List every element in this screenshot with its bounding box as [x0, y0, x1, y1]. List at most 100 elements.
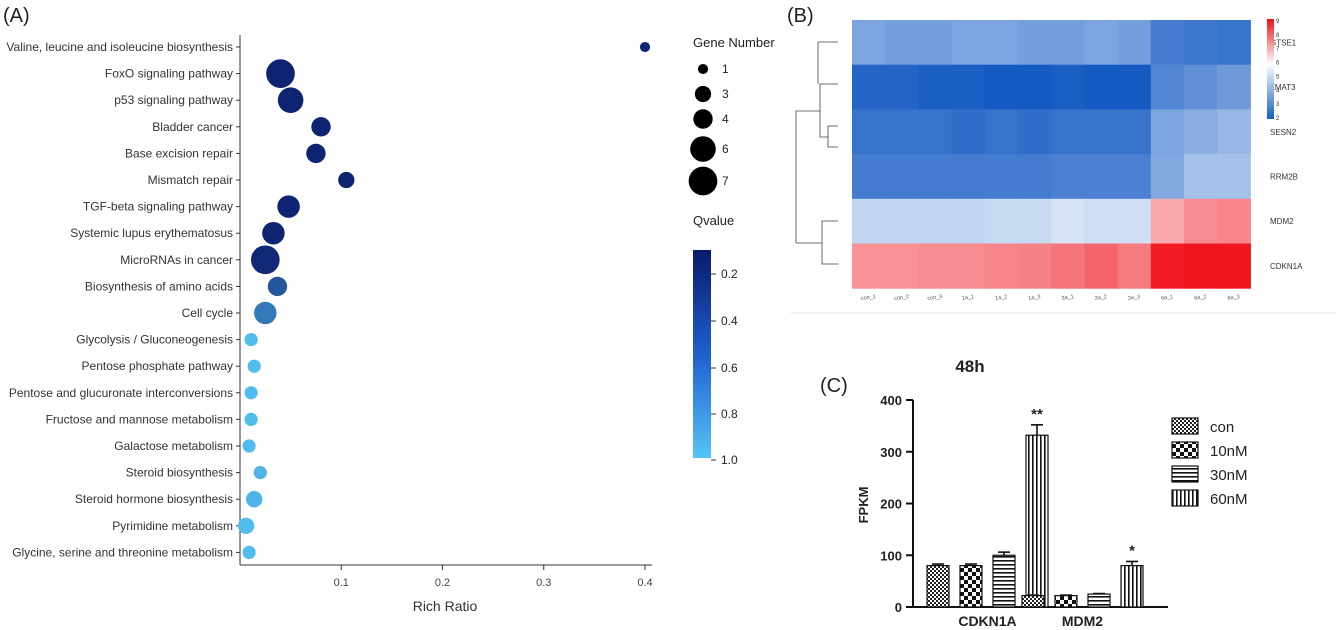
bubble-point [277, 195, 300, 218]
heatmap-colorbar-label: 6 [1276, 61, 1280, 67]
heatmap-cell [885, 198, 919, 244]
bar-chart-legend-swatch [1171, 417, 1199, 435]
heatmap-cell [1184, 198, 1218, 244]
bubble-chart-x-label: Rich Ratio [413, 598, 478, 614]
heatmap-cell [852, 243, 886, 289]
bar [1087, 593, 1111, 608]
bar-chart-y-label: FPKM [856, 487, 871, 524]
heatmap-cell [1084, 109, 1119, 155]
heatmap-column-label: 3a_1 [1061, 294, 1074, 302]
heatmap-cell [1051, 198, 1085, 244]
qvalue-legend-label: 1.0 [721, 453, 738, 467]
heatmap-cell [1018, 243, 1052, 289]
heatmap-cell [1051, 64, 1085, 110]
heatmap-colorbar-label: 4 [1276, 88, 1280, 94]
bar-chart-y-tick-label: 0 [895, 600, 902, 615]
bubble-chart-category-label: Pyrimidine metabolism [112, 519, 233, 533]
bubble-point [639, 41, 651, 53]
heatmap-cell [984, 154, 1019, 200]
heatmap-cell [852, 154, 886, 200]
heatmap-cell [1217, 154, 1251, 200]
heatmap-cell [1117, 243, 1152, 289]
bubble-chart-category-label: Valine, leucine and isoleucine biosynthe… [6, 40, 233, 54]
bar-chart-y-tick-label: 200 [880, 497, 902, 512]
bubble-chart-category-label: Systemic lupus erythematosus [70, 226, 233, 240]
bubble-chart-x-tick-label: 0.1 [334, 577, 349, 589]
bubble-point [244, 412, 258, 426]
qvalue-colorbar [693, 250, 711, 458]
heatmap-colorbar-label: 5 [1276, 74, 1280, 80]
bar-chart-y-tick-label: 400 [880, 393, 902, 408]
heatmap-cell [1217, 243, 1251, 289]
heatmap-row-label: GTSE1 [1270, 38, 1297, 47]
bubble-point [253, 466, 267, 480]
bubble-point [267, 276, 288, 297]
bar-chart-y-tick-label: 300 [880, 445, 902, 460]
heatmap-cell [918, 198, 953, 244]
heatmap-cell [852, 20, 886, 66]
bubble-point [244, 386, 258, 400]
heatmap-cell [1018, 64, 1052, 110]
bar-chart-legend-swatch [1171, 465, 1199, 483]
qvalue-legend-label: 0.6 [721, 361, 738, 375]
heatmap-cell [1018, 198, 1052, 244]
heatmap-row-label: RRM2B [1270, 172, 1298, 181]
heatmap-cell [918, 154, 953, 200]
panel-label-a: (A) [3, 5, 30, 27]
bar [1021, 595, 1045, 608]
heatmap-cell [1018, 20, 1052, 66]
bubble-chart-x-tick-label: 0.2 [435, 577, 450, 589]
heatmap-cell [1084, 243, 1119, 289]
gene-number-legend-title: Gene Number [693, 35, 775, 50]
heatmap-cell [1084, 20, 1119, 66]
bubble-chart-category-label: Steroid hormone biosynthesis [75, 492, 233, 506]
gene-number-legend-label: 1 [722, 62, 729, 76]
bar [992, 554, 1016, 608]
qvalue-legend: 0.2 0.4 0.6 0.8 1.0 [711, 267, 738, 467]
qvalue-legend-title: Qvalue [693, 213, 734, 228]
heatmap-column-label: 6a_2 [1194, 294, 1207, 302]
bar-chart-legend-swatch [1171, 489, 1199, 507]
heatmap-colorbar-label: 3 [1276, 102, 1280, 108]
heatmap-cell [951, 154, 986, 200]
heatmap-column-label: 3a_3 [1128, 294, 1141, 302]
bubble-point [237, 517, 255, 534]
bar [1054, 595, 1078, 608]
heatmap-cell [951, 243, 986, 289]
qvalue-legend-label: 0.2 [721, 267, 738, 281]
bar-chart-legend-label: 10nM [1210, 443, 1248, 460]
significance-marker: ** [1031, 406, 1043, 423]
heatmap-cell [1117, 198, 1152, 244]
heatmap-dendrogram [795, 41, 838, 265]
bubble-chart-category-label: TGF-beta signaling pathway [83, 200, 233, 214]
bubble-point [250, 245, 280, 275]
gene-number-legend-label: 6 [722, 142, 729, 156]
bar [1120, 564, 1144, 608]
heatmap-column-label: 3a_2 [1094, 294, 1107, 302]
bubble-point [242, 545, 256, 560]
bar [1025, 434, 1049, 608]
heatmap-column-label: 6a_3 [1227, 294, 1240, 302]
heatmap-cell [1084, 64, 1119, 110]
bubble-chart-category-label: MicroRNAs in cancer [120, 253, 233, 267]
qvalue-legend-label: 0.4 [721, 314, 738, 328]
heatmap-column-label: con_3 [927, 294, 943, 302]
heatmap-cell [885, 243, 919, 289]
bubble-point [244, 333, 258, 347]
panel-label-b: (B) [787, 5, 814, 27]
bubble-point [338, 171, 355, 189]
heatmap-cell [918, 109, 953, 155]
heatmap-colorbar-label: 7 [1276, 47, 1280, 53]
bubble-point [306, 143, 326, 164]
qvalue-legend-label: 0.8 [721, 407, 738, 421]
bubble-point [277, 87, 304, 113]
heatmap-cell [918, 64, 953, 110]
heatmap-cell [918, 243, 953, 289]
bubble-chart-category-label: Fructose and mannose metabolism [46, 412, 233, 426]
heatmap-cell [1051, 109, 1085, 155]
heatmap-cell [1184, 154, 1218, 200]
heatmap-cell [1184, 64, 1218, 110]
heatmap-cell [1150, 64, 1185, 110]
gene-number-legend-label: 7 [722, 174, 729, 188]
